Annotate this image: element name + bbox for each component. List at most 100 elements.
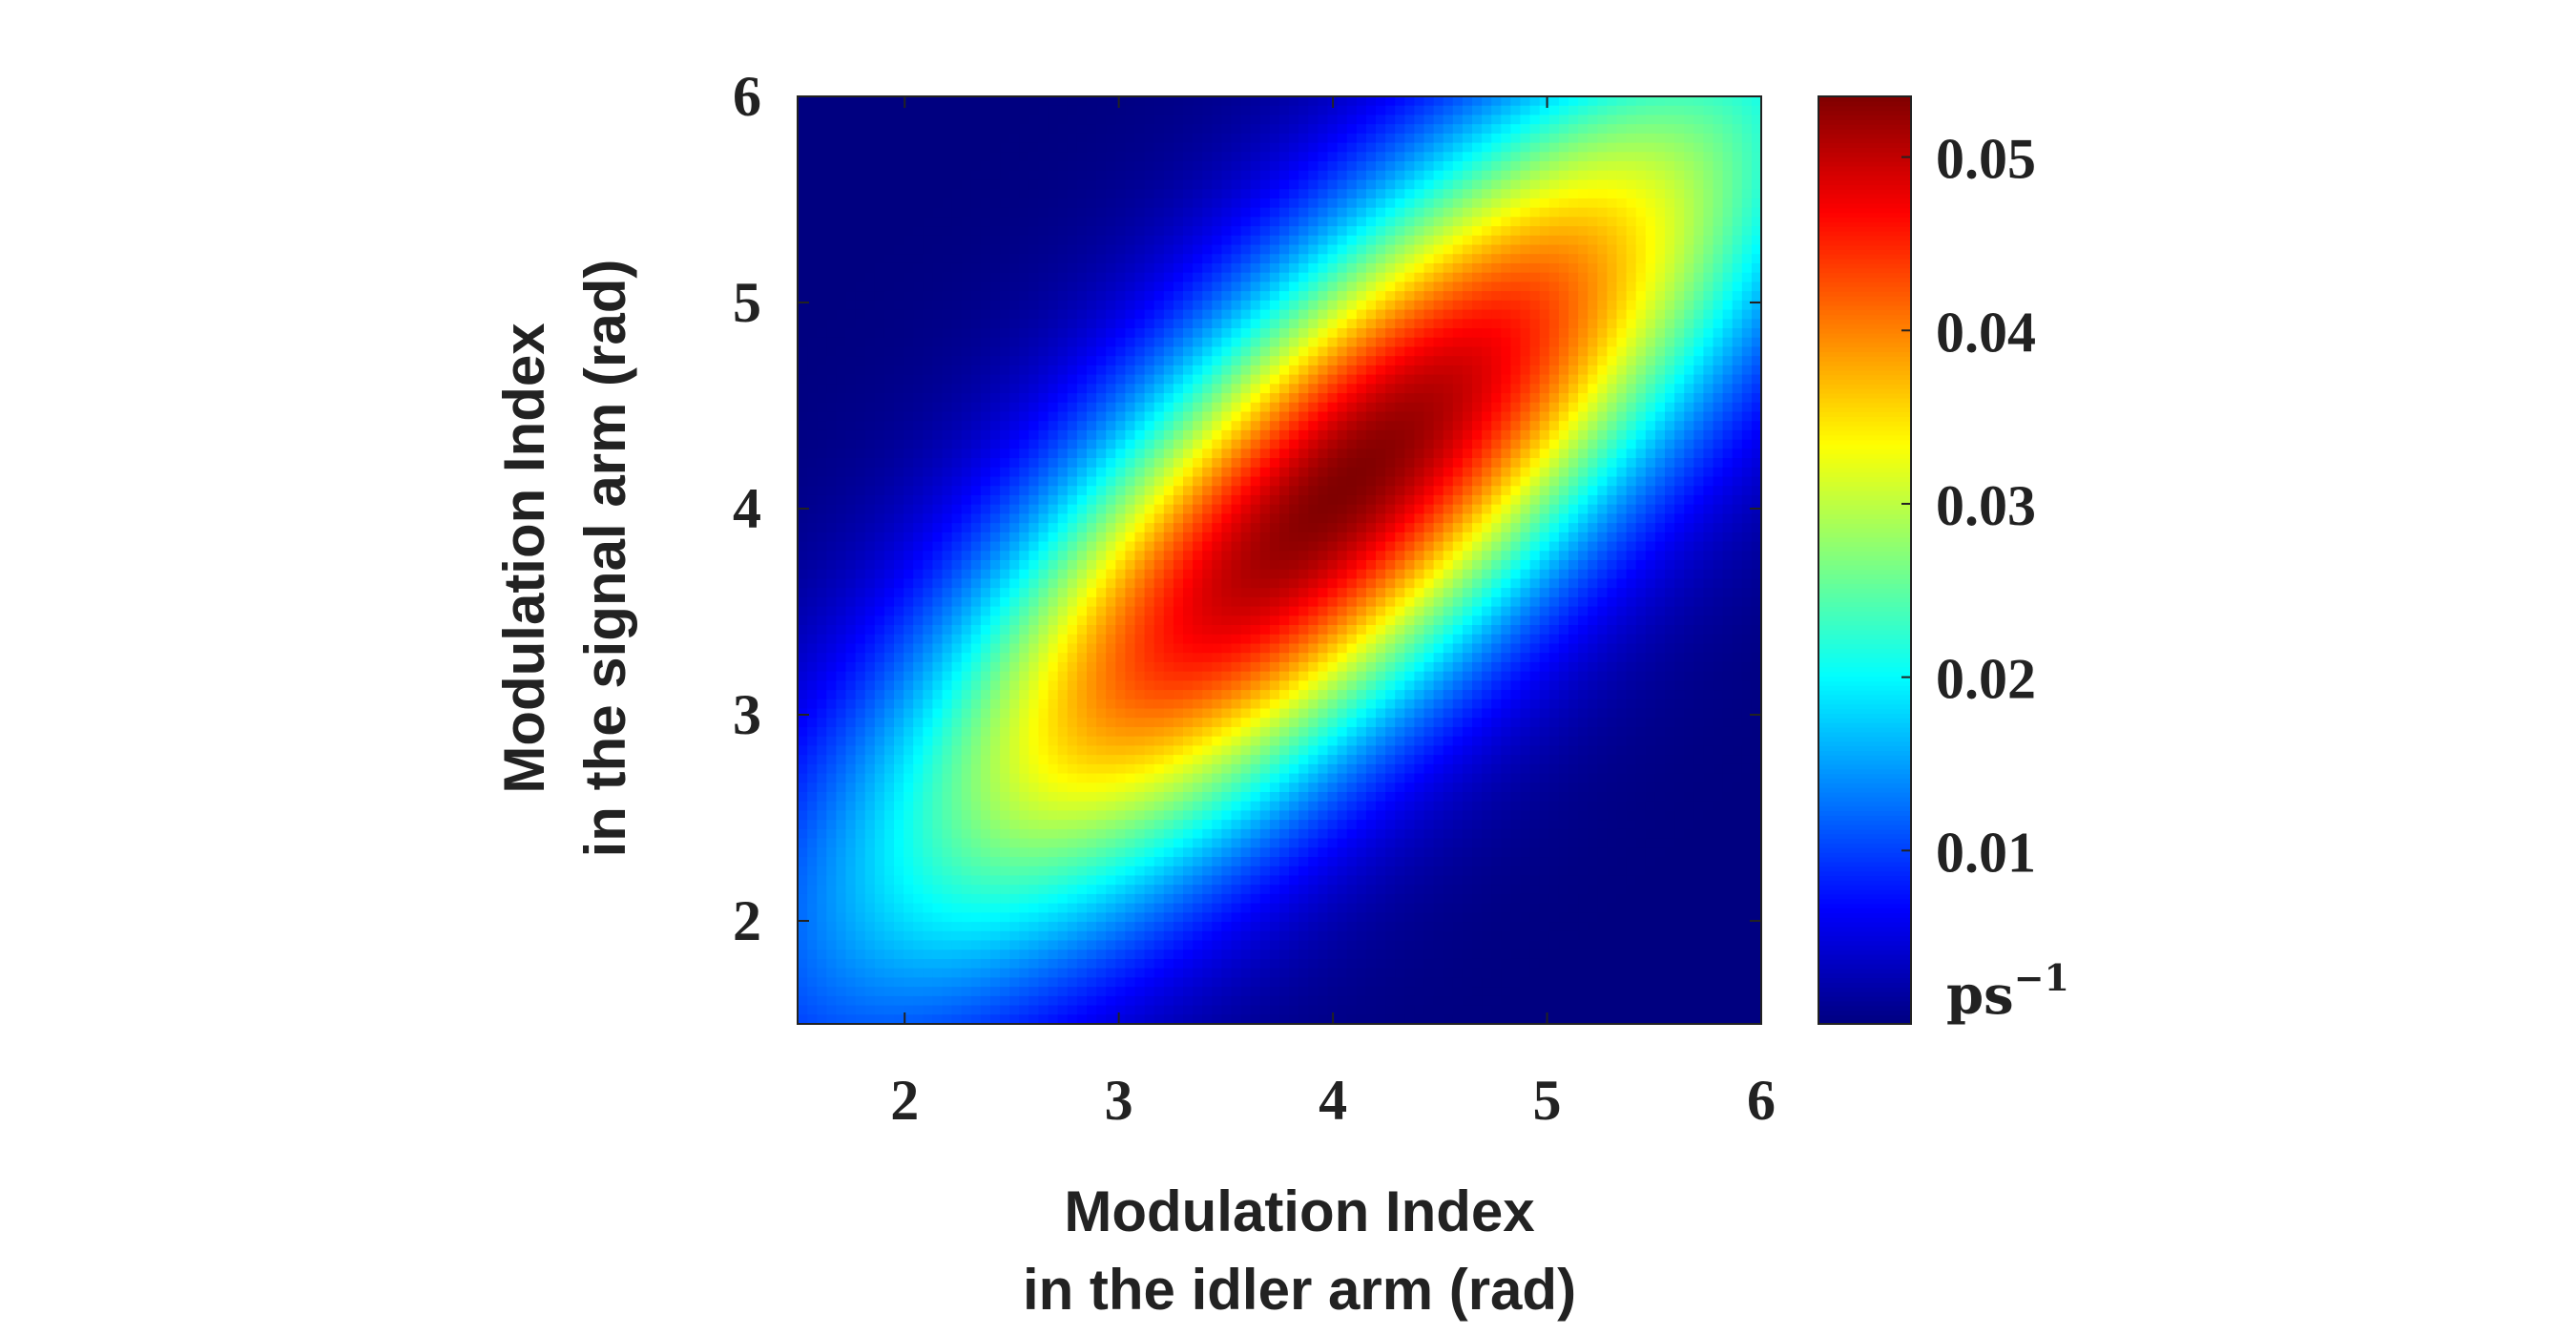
heatmap-cell [904, 504, 914, 514]
heatmap-cell [1376, 291, 1386, 302]
heatmap-cell [1520, 551, 1531, 561]
heatmap-cell [855, 115, 866, 125]
heatmap-cell [1365, 337, 1377, 348]
heatmap-cell [1115, 244, 1126, 255]
heatmap-cell [980, 448, 991, 459]
heatmap-cell [980, 198, 991, 209]
heatmap-cell [1588, 365, 1598, 376]
heatmap-cell [1346, 551, 1358, 561]
heatmap-cell [1356, 429, 1367, 441]
heatmap-cell [836, 133, 847, 144]
heatmap-cell [1501, 300, 1511, 311]
heatmap-cell [1395, 198, 1405, 209]
heatmap-cell [1414, 523, 1425, 533]
heatmap-cell [1684, 393, 1694, 404]
heatmap-cell [961, 328, 972, 339]
heatmap-cell [923, 356, 933, 366]
heatmap-cell [1153, 393, 1165, 404]
heatmap-cell [1462, 105, 1473, 116]
heatmap-cell [990, 393, 1001, 404]
heatmap-cell [1163, 244, 1174, 255]
heatmap-cell [961, 439, 972, 449]
heatmap-cell [1115, 189, 1126, 199]
heatmap-cell [1501, 448, 1511, 459]
heatmap-cell [894, 235, 904, 246]
heatmap-cell [1057, 282, 1069, 292]
heatmap-cell [1491, 411, 1502, 422]
heatmap-cell [923, 254, 933, 264]
heatmap-cell [970, 458, 982, 469]
heatmap-cell [1221, 504, 1233, 514]
heatmap-cell [1087, 105, 1097, 116]
heatmap-cell [1106, 142, 1116, 153]
heatmap-cell [1443, 152, 1454, 162]
heatmap-cell [1106, 402, 1116, 413]
heatmap-cell [1501, 217, 1511, 227]
heatmap-cell [1645, 365, 1656, 376]
heatmap-cell [1279, 207, 1290, 218]
heatmap-cell [1308, 272, 1319, 282]
heatmap-cell [990, 179, 1001, 190]
heatmap-cell [1472, 189, 1483, 199]
heatmap-cell [980, 551, 991, 561]
heatmap-cell [1588, 291, 1598, 302]
heatmap-cell [1548, 254, 1560, 264]
heatmap-cell [1087, 402, 1097, 413]
heatmap-cell [1472, 411, 1483, 422]
heatmap-cell [1356, 513, 1367, 524]
heatmap-cell [1298, 282, 1309, 292]
heatmap-cell [942, 467, 953, 478]
heatmap-cell [942, 337, 953, 348]
heatmap-cell [1221, 476, 1233, 487]
heatmap-cell [1597, 161, 1608, 172]
heatmap-cell [1501, 439, 1511, 449]
heatmap-cell [1732, 272, 1743, 282]
heatmap-cell [1548, 152, 1560, 162]
heatmap-cell [1732, 421, 1743, 431]
heatmap-cell [1076, 226, 1088, 237]
heatmap-cell [1144, 532, 1155, 543]
heatmap-cell [1028, 272, 1040, 282]
heatmap-cell [1193, 235, 1203, 246]
heatmap-cell [1376, 170, 1386, 181]
heatmap-cell [1654, 504, 1666, 514]
heatmap-cell [1115, 467, 1126, 478]
heatmap-cell [1356, 170, 1367, 181]
heatmap-cell [894, 309, 904, 320]
heatmap-cell [942, 384, 953, 394]
heatmap-cell [1000, 513, 1010, 524]
heatmap-cell [1472, 96, 1483, 107]
heatmap-cell [1134, 161, 1146, 172]
heatmap-cell [1751, 170, 1762, 181]
heatmap-cell [1221, 161, 1233, 172]
heatmap-cell [1019, 189, 1029, 199]
heatmap-cell [1501, 384, 1511, 394]
heatmap-cell [1645, 541, 1656, 552]
heatmap-cell [1395, 486, 1405, 496]
heatmap-cell [990, 486, 1001, 496]
heatmap-cell [1087, 421, 1097, 431]
heatmap-cell [1240, 309, 1252, 320]
heatmap-cell [836, 356, 847, 366]
heatmap-cell [1578, 476, 1589, 487]
heatmap-cell [1654, 198, 1666, 209]
heatmap-cell [1654, 161, 1666, 172]
heatmap-cell [961, 189, 972, 199]
heatmap-cell [1134, 365, 1146, 376]
heatmap-cell [1626, 523, 1637, 533]
heatmap-cell [1076, 198, 1088, 209]
heatmap-cell [1193, 541, 1203, 552]
heatmap-cell [1404, 105, 1415, 116]
heatmap-cell [913, 198, 924, 209]
heatmap-cell [1259, 439, 1271, 449]
heatmap-cell [1578, 402, 1589, 413]
heatmap-cell [1163, 532, 1174, 543]
heatmap-cell [1125, 393, 1136, 404]
heatmap-cell [1462, 541, 1473, 552]
heatmap-cell [1501, 133, 1511, 144]
heatmap-cell [1472, 226, 1483, 237]
heatmap-cell [1722, 458, 1734, 469]
heatmap-cell [1665, 152, 1675, 162]
heatmap-cell [942, 374, 953, 385]
heatmap-cell [1308, 486, 1319, 496]
